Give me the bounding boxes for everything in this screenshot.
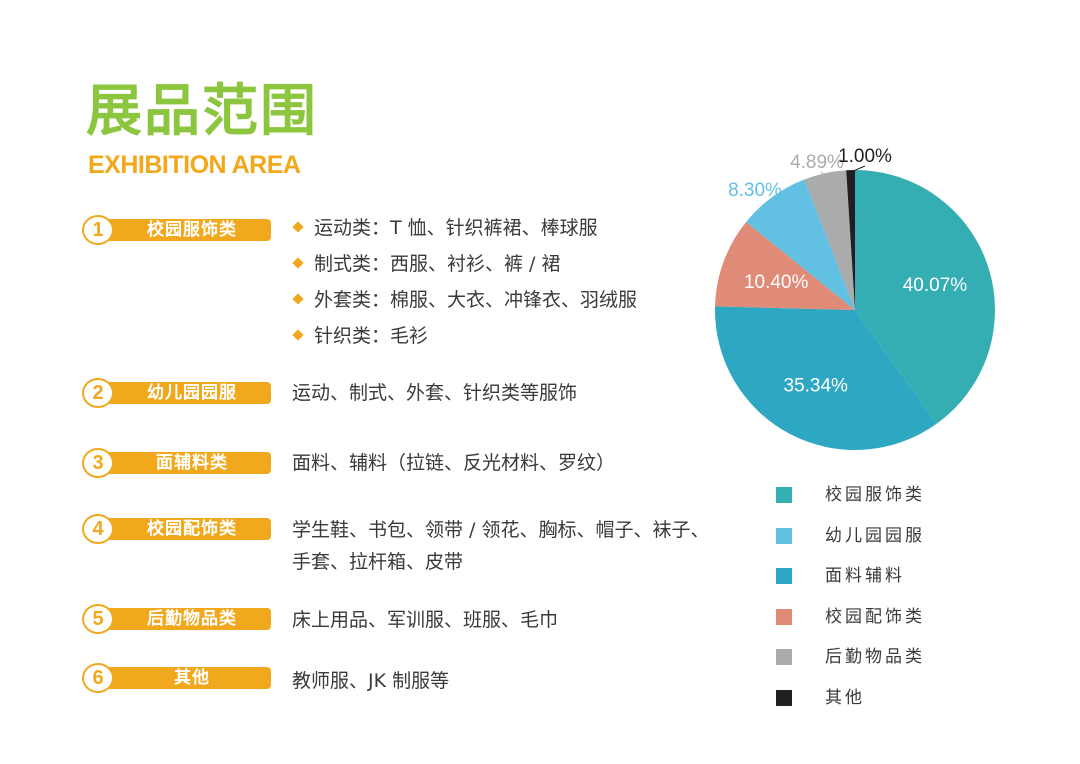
category-bar <box>96 608 271 630</box>
diamond-icon <box>292 257 304 269</box>
category-number: 2 <box>82 378 114 408</box>
category-number: 5 <box>82 604 114 634</box>
leader-line <box>820 171 826 176</box>
pie-slice <box>715 306 937 450</box>
category-label: 面辅料类 <box>156 453 228 473</box>
bullet-text: 制式类：西服、衬衫、裤 / 裙 <box>314 253 561 275</box>
pie-slice-label: 4.89% <box>790 152 844 173</box>
diamond-icon <box>292 293 304 305</box>
category-description: 教师服、JK 制服等 <box>292 670 450 692</box>
diamond-icon <box>292 221 304 233</box>
legend-swatch <box>776 527 792 544</box>
category-badge-2: 2 幼儿园园服 <box>82 378 272 408</box>
pie-chart: 40.07% 35.34% 10.40% 8.30% 4.89%1.00% <box>715 146 995 450</box>
category-badge-3: 3 面辅料类 <box>82 448 272 478</box>
category-badge-4: 4 校园配饰类 <box>82 514 272 544</box>
category-bar <box>96 452 271 474</box>
legend-label: 校园配饰类 <box>825 606 925 627</box>
legend-label: 面料辅料 <box>825 566 905 586</box>
category-badge-5: 5 后勤物品类 <box>82 604 272 634</box>
category-description: 面料、辅料（拉链、反光材料、罗纹） <box>292 452 616 474</box>
category-number: 3 <box>82 448 114 478</box>
bullet-text: 运动类：T 恤、针织裤裙、棒球服 <box>314 217 598 239</box>
legend-swatch <box>776 568 792 584</box>
category-number: 4 <box>82 514 114 544</box>
category-badge-1: 1 校园服饰类 <box>82 215 272 245</box>
legend-swatch <box>776 689 792 706</box>
pie-slice <box>804 170 855 310</box>
page-title-cn: 展品范围 <box>86 79 318 144</box>
leader-line <box>773 198 780 201</box>
category-bar <box>96 382 271 404</box>
legend-swatch <box>776 487 792 503</box>
category-label: 幼儿园园服 <box>147 383 237 403</box>
legend-swatch <box>776 649 792 665</box>
category-description: 运动、制式、外套、针织类等服饰 <box>292 382 578 404</box>
pie-slice <box>846 170 855 310</box>
bullet-item: 运动类：T 恤、针织裤裙、棒球服 <box>292 212 598 244</box>
category-bar <box>96 518 271 540</box>
legend-label: 后勤物品类 <box>825 647 925 667</box>
leader-line <box>850 165 866 173</box>
pie-slice-label: 40.07% <box>903 275 968 296</box>
pie-slice-label: 1.00% <box>838 146 892 167</box>
bullet-item: 制式类：西服、衬衫、裤 / 裙 <box>292 248 561 280</box>
diamond-icon <box>292 329 304 341</box>
pie-slice-label: 8.30% <box>728 180 782 201</box>
category-number: 6 <box>82 663 114 693</box>
pie-slice-label: 35.34% <box>784 375 849 396</box>
legend-label: 幼儿园园服 <box>825 525 925 546</box>
category-description: 床上用品、军训服、班服、毛巾 <box>292 609 559 631</box>
bullet-text: 外套类：棉服、大衣、冲锋衣、羽绒服 <box>314 289 638 311</box>
legend-swatch <box>776 608 792 625</box>
category-description-line1: 学生鞋、书包、领带 / 领花、胸标、帽子、袜子、 <box>292 519 710 541</box>
category-badge-6: 6 其他 <box>82 663 272 693</box>
page-title-en: EXHIBITION AREA <box>88 151 301 179</box>
category-description-line2: 手套、拉杆箱、皮带 <box>292 551 464 573</box>
category-label: 校园配饰类 <box>147 519 237 539</box>
category-label: 后勤物品类 <box>147 609 237 629</box>
pie-slice <box>746 179 855 310</box>
bullet-item: 针织类：毛衫 <box>292 320 429 352</box>
pie-slice <box>855 170 995 424</box>
category-bar <box>96 219 271 241</box>
category-bar <box>96 667 271 689</box>
bullet-item: 外套类：棉服、大衣、冲锋衣、羽绒服 <box>292 284 638 316</box>
category-number: 1 <box>82 215 114 245</box>
pie-slice <box>715 222 855 310</box>
bullet-text: 针织类：毛衫 <box>314 325 429 347</box>
legend-label: 其他 <box>825 687 865 708</box>
category-label: 校园服饰类 <box>147 220 237 240</box>
pie-slice-label: 10.40% <box>744 272 809 293</box>
category-label: 其他 <box>174 668 210 688</box>
legend-label: 校园服饰类 <box>825 485 925 505</box>
